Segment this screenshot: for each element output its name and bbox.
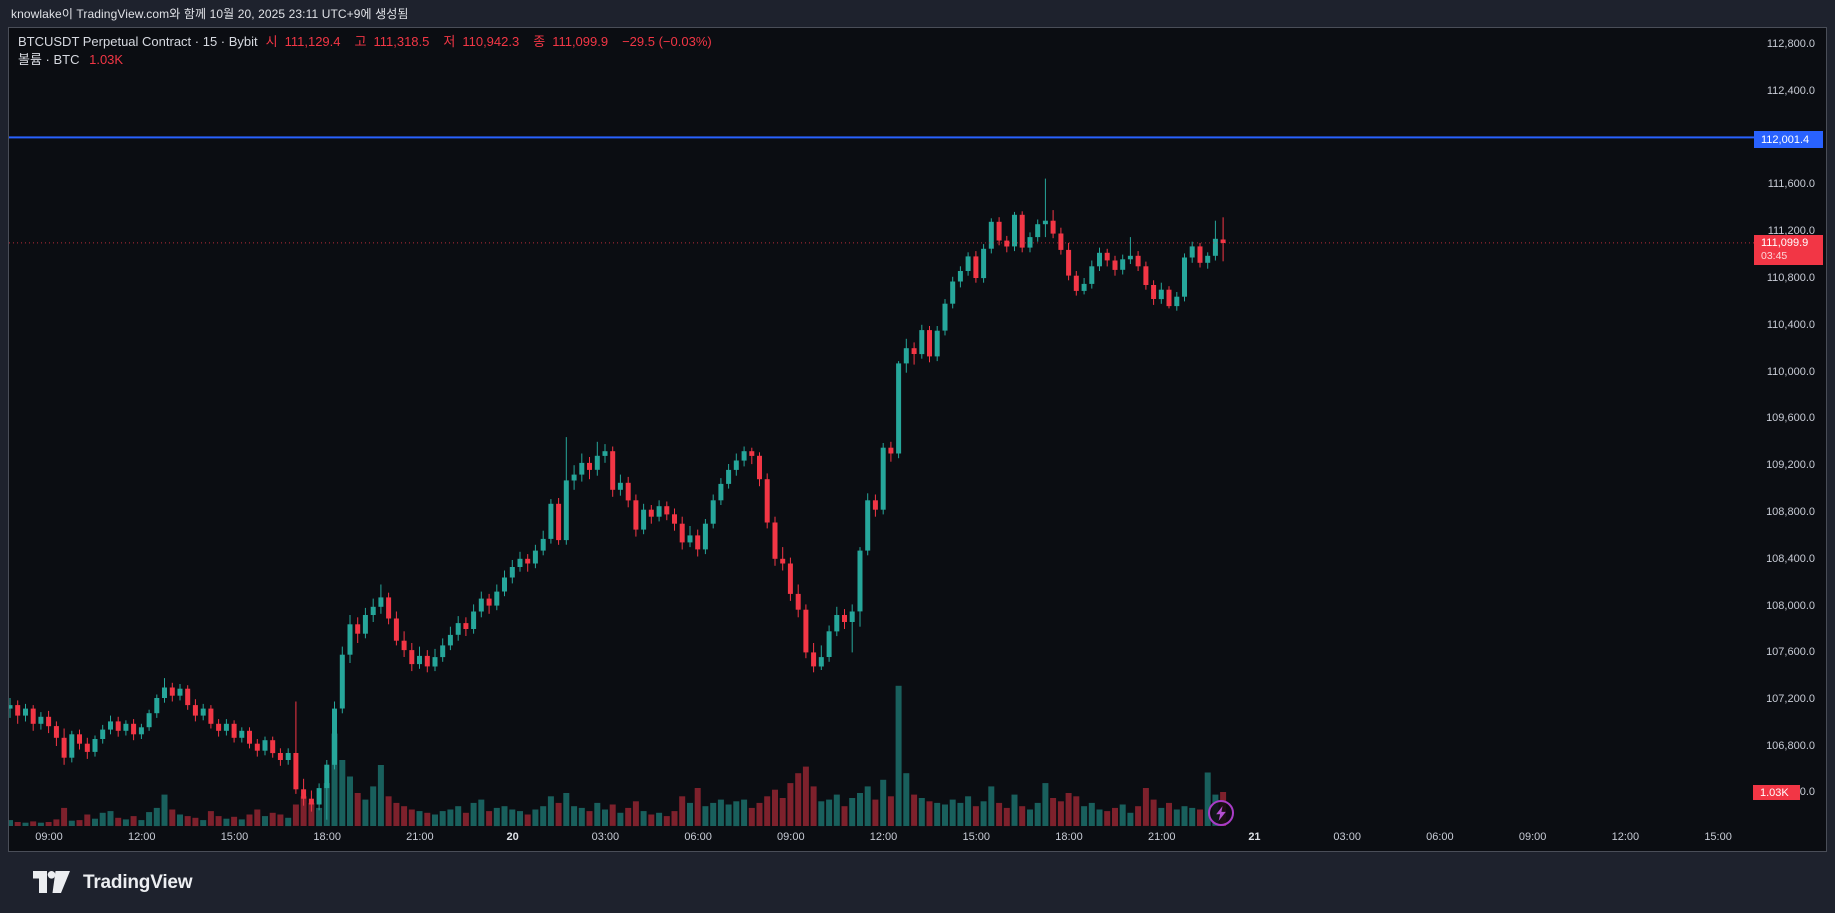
attribution-bar: knowlake이 TradingView.com와 함께 10월 20, 20… [0,0,1835,27]
volume-zero-tick: 0.0 [1799,786,1815,798]
time-tick-label: 18:00 [1055,831,1083,843]
high-value: 111,318.5 [373,34,430,49]
price-tick-label: 112,800.0 [1766,38,1815,50]
price-tick-label: 110,800.0 [1766,272,1815,284]
time-tick-label: 15:00 [962,831,991,843]
attribution-text: knowlake이 TradingView.com와 함께 10월 20, 20… [11,7,409,21]
time-tick-label: 21:00 [1147,831,1176,843]
price-tick-label: 110,400.0 [1766,318,1815,331]
symbol-row: BTCUSDT Perpetual Contract · 15 · Bybit 시… [18,33,719,51]
open-value: 111,129.4 [284,34,341,49]
change-value: −29.5 (−0.03%) [622,34,712,49]
price-line-label: 112,001.4 [1754,131,1823,148]
horizontal-price-line[interactable] [9,136,1755,139]
price-tick-label: 108,000.0 [1766,599,1815,612]
symbol-title: BTCUSDT Perpetual Contract · 15 · Bybit [18,34,258,49]
time-tick-label: 09:00 [777,831,805,843]
price-tick-label: 107,600.0 [1766,646,1815,659]
last-price-value: 111,099.9 [1761,237,1809,249]
time-tick-label: 15:00 [220,831,249,843]
time-tick-label: 12:00 [1611,831,1640,843]
tradingview-wordmark: TradingView [83,871,193,893]
chart-plot[interactable] [9,28,1826,851]
tradingview-logo[interactable]: TradingView [33,871,193,894]
close-value: 111,099.9 [552,34,609,49]
price-tick-label: 110,000.0 [1766,365,1815,378]
price-tick-label: 109,200.0 [1766,459,1815,472]
volume-label: 볼륨 · BTC [18,52,80,67]
time-tick-label: 12:00 [127,831,156,843]
lightning-icon [1216,805,1226,821]
price-tick-label: 111,200.0 [1767,225,1815,238]
price-tick-label: 107,200.0 [1766,693,1815,706]
price-tick-label: 111,600.0 [1767,178,1815,191]
time-tick-label: 06:00 [1426,831,1454,843]
time-tick-label: 12:00 [869,831,898,843]
price-tick-label: 109,600.0 [1766,412,1815,425]
price-tick-label: 112,400.0 [1766,84,1815,97]
time-tick-label: 21:00 [406,831,434,843]
ohlc-values: 시 111,129.4 고 111,318.5 저 110,942.3 종 111,099.9… [265,34,712,49]
time-tick-label: 09:00 [1518,831,1547,843]
price-tick-label: 106,800.0 [1766,740,1815,752]
tradingview-mark-icon [33,871,70,893]
bar-countdown: 03:45 [1761,250,1788,262]
time-tick-label: 03:00 [1333,831,1361,843]
footer-bar: TradingView [0,852,1835,913]
price-tick-label: 108,400.0 [1766,552,1815,565]
chart-frame: BTCUSDT Perpetual Contract · 15 · Bybit 시… [8,27,1827,852]
low-value: 110,942.3 [462,34,520,49]
time-tick-label: 18:00 [313,831,341,843]
volume-value: 1.03K [89,52,124,67]
time-tick-label: 20 [506,831,519,843]
candlestick-series [9,178,1226,820]
flash-badge[interactable] [1208,800,1234,826]
current-volume-label: 1.03K [1753,785,1800,800]
time-tick-label: 09:00 [35,831,63,843]
time-tick-label: 15:00 [1704,831,1732,843]
volume-row: 볼륨 · BTC 1.03K [18,51,719,69]
chart-legend: BTCUSDT Perpetual Contract · 15 · Bybit 시… [18,33,719,69]
time-tick-label: 06:00 [684,831,712,843]
volume-series [9,685,1227,827]
last-price-label: 111,099.9 03:45 [1754,235,1823,265]
time-tick-label: 03:00 [591,831,620,843]
time-tick-label: 21 [1248,831,1261,843]
price-tick-label: 108,800.0 [1766,506,1815,518]
